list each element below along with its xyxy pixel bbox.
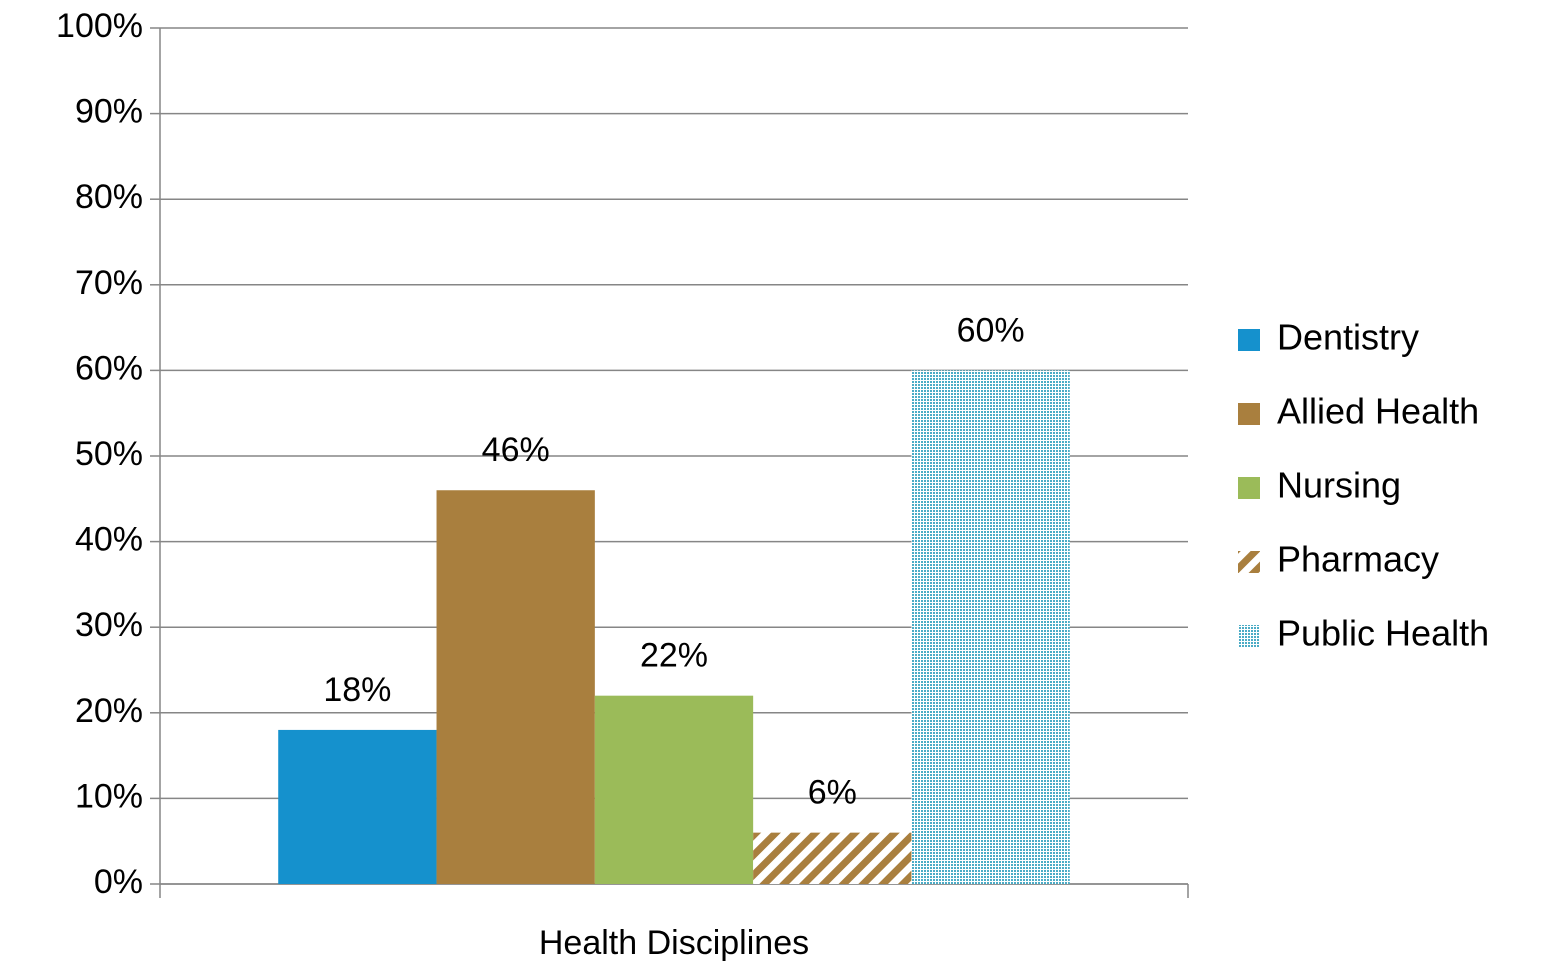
y-tick-label: 70% xyxy=(75,264,143,302)
data-label: 60% xyxy=(957,311,1025,349)
legend-label: Pharmacy xyxy=(1277,539,1439,580)
y-tick-label: 30% xyxy=(75,606,143,644)
bar xyxy=(278,729,437,884)
y-tick-label: 40% xyxy=(75,521,143,559)
y-tick-label: 0% xyxy=(94,863,143,901)
bar xyxy=(911,370,1070,884)
legend-label: Public Health xyxy=(1277,613,1489,654)
data-label: 22% xyxy=(640,637,708,675)
bar xyxy=(436,490,595,884)
y-tick-label: 50% xyxy=(75,435,143,473)
y-tick-label: 100% xyxy=(56,7,143,45)
y-tick-label: 80% xyxy=(75,178,143,216)
data-label: 46% xyxy=(482,431,550,469)
legend-swatch xyxy=(1238,403,1260,425)
x-tick-label: Health Disciplines xyxy=(539,924,809,962)
bar xyxy=(594,695,754,884)
y-tick-label: 90% xyxy=(75,93,143,131)
legend-swatch xyxy=(1238,625,1260,647)
y-tick-label: 20% xyxy=(75,692,143,730)
legend-swatch xyxy=(1238,477,1260,499)
legend-swatch xyxy=(1238,551,1260,573)
bar xyxy=(753,832,912,884)
y-tick-label: 10% xyxy=(75,777,143,815)
legend-label: Dentistry xyxy=(1277,317,1419,358)
data-label: 6% xyxy=(808,774,857,812)
legend-label: Allied Health xyxy=(1277,391,1479,432)
y-tick-label: 60% xyxy=(75,349,143,387)
legend-swatch xyxy=(1238,329,1260,351)
legend-label: Nursing xyxy=(1277,465,1401,506)
data-label: 18% xyxy=(323,671,391,709)
